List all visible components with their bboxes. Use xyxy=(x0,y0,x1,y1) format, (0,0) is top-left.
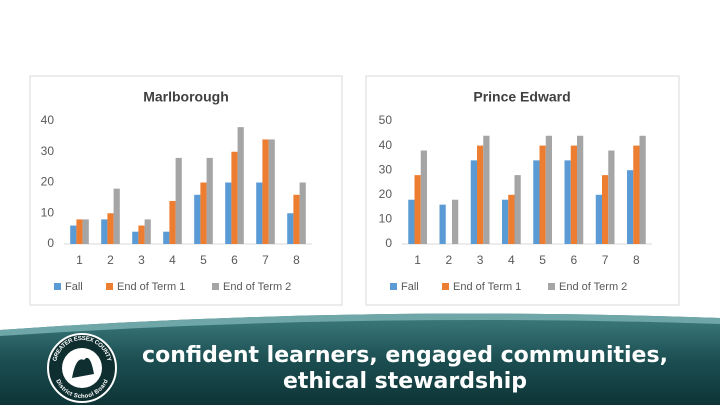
y-tick-label: 30 xyxy=(379,162,393,176)
bar xyxy=(539,145,546,244)
legend-swatch xyxy=(442,283,449,290)
bar xyxy=(287,213,294,244)
bar xyxy=(256,182,263,244)
bar xyxy=(545,135,552,244)
chart-title: Marlborough xyxy=(143,89,229,105)
y-tick-label: 50 xyxy=(379,113,393,127)
y-tick-label: 20 xyxy=(379,187,393,201)
x-tick-label: 3 xyxy=(477,253,484,267)
bar xyxy=(70,225,77,244)
legend-label: End of Term 2 xyxy=(223,281,291,293)
bar xyxy=(564,160,571,244)
x-tick-label: 2 xyxy=(107,253,114,267)
x-tick-label: 2 xyxy=(446,253,453,267)
chart-frame xyxy=(29,75,343,306)
banner-line: ethical stewardship xyxy=(283,369,527,394)
logo-figure xyxy=(72,357,94,378)
bar xyxy=(533,160,540,244)
legend-label: Fall xyxy=(401,281,419,293)
bar xyxy=(608,150,615,244)
bar xyxy=(132,231,139,244)
legend-swatch xyxy=(54,283,61,290)
bar xyxy=(414,175,421,244)
banner xyxy=(0,313,720,405)
legend-swatch xyxy=(390,283,397,290)
bar xyxy=(633,145,640,244)
bar xyxy=(420,150,427,244)
bar xyxy=(570,145,577,244)
bar xyxy=(452,199,459,244)
bar xyxy=(82,219,89,244)
bar xyxy=(299,182,306,244)
x-tick-label: 6 xyxy=(571,253,578,267)
x-tick-label: 8 xyxy=(293,253,300,267)
bar xyxy=(169,200,176,244)
bar xyxy=(508,194,515,244)
bar xyxy=(113,188,120,244)
bar xyxy=(470,160,477,244)
y-tick-label: 20 xyxy=(41,175,55,189)
bar xyxy=(231,151,238,244)
bar xyxy=(206,157,213,244)
y-tick-label: 30 xyxy=(41,144,55,158)
bar xyxy=(262,139,269,244)
x-tick-label: 5 xyxy=(539,253,546,267)
y-tick-label: 40 xyxy=(41,113,55,127)
y-tick-label: 0 xyxy=(385,236,392,250)
bar xyxy=(483,135,490,244)
x-tick-label: 7 xyxy=(262,253,269,267)
x-tick-label: 1 xyxy=(414,253,421,267)
bar xyxy=(477,145,484,244)
x-tick-label: 3 xyxy=(138,253,145,267)
bar xyxy=(194,194,201,244)
legend-swatch xyxy=(106,283,113,290)
bar xyxy=(268,139,275,244)
bar xyxy=(627,170,634,244)
legend-swatch xyxy=(212,283,219,290)
x-tick-label: 6 xyxy=(231,253,238,267)
banner-line: confident learners, engaged communities, xyxy=(142,343,668,368)
legend-label: Fall xyxy=(65,281,83,293)
legend-swatch xyxy=(548,283,555,290)
banner-edge xyxy=(0,313,720,336)
x-tick-label: 8 xyxy=(633,253,640,267)
legend-label: End of Term 1 xyxy=(117,281,185,293)
bar xyxy=(514,175,521,244)
bar xyxy=(175,157,182,244)
legend-label: End of Term 1 xyxy=(453,281,521,293)
bar xyxy=(76,219,83,244)
bar xyxy=(144,219,151,244)
bar xyxy=(595,194,602,244)
bar xyxy=(502,199,509,244)
bar xyxy=(101,219,108,244)
x-tick-label: 4 xyxy=(169,253,176,267)
bar xyxy=(602,175,609,244)
bar xyxy=(237,127,244,244)
bar xyxy=(200,182,207,244)
bar xyxy=(293,194,300,244)
x-tick-label: 4 xyxy=(508,253,515,267)
y-tick-label: 0 xyxy=(47,236,54,250)
x-tick-label: 7 xyxy=(602,253,609,267)
bar xyxy=(639,135,646,244)
bar xyxy=(163,231,170,244)
x-tick-label: 1 xyxy=(76,253,83,267)
bar xyxy=(138,225,145,244)
bar xyxy=(577,135,584,244)
chart-title: Prince Edward xyxy=(473,89,570,105)
bar xyxy=(439,204,446,244)
legend-label: End of Term 2 xyxy=(559,281,627,293)
bar xyxy=(107,213,114,244)
y-tick-label: 40 xyxy=(379,138,393,152)
bar xyxy=(225,182,232,244)
bar xyxy=(408,199,415,244)
x-tick-label: 5 xyxy=(200,253,207,267)
y-tick-label: 10 xyxy=(379,212,393,226)
y-tick-label: 10 xyxy=(41,205,55,219)
